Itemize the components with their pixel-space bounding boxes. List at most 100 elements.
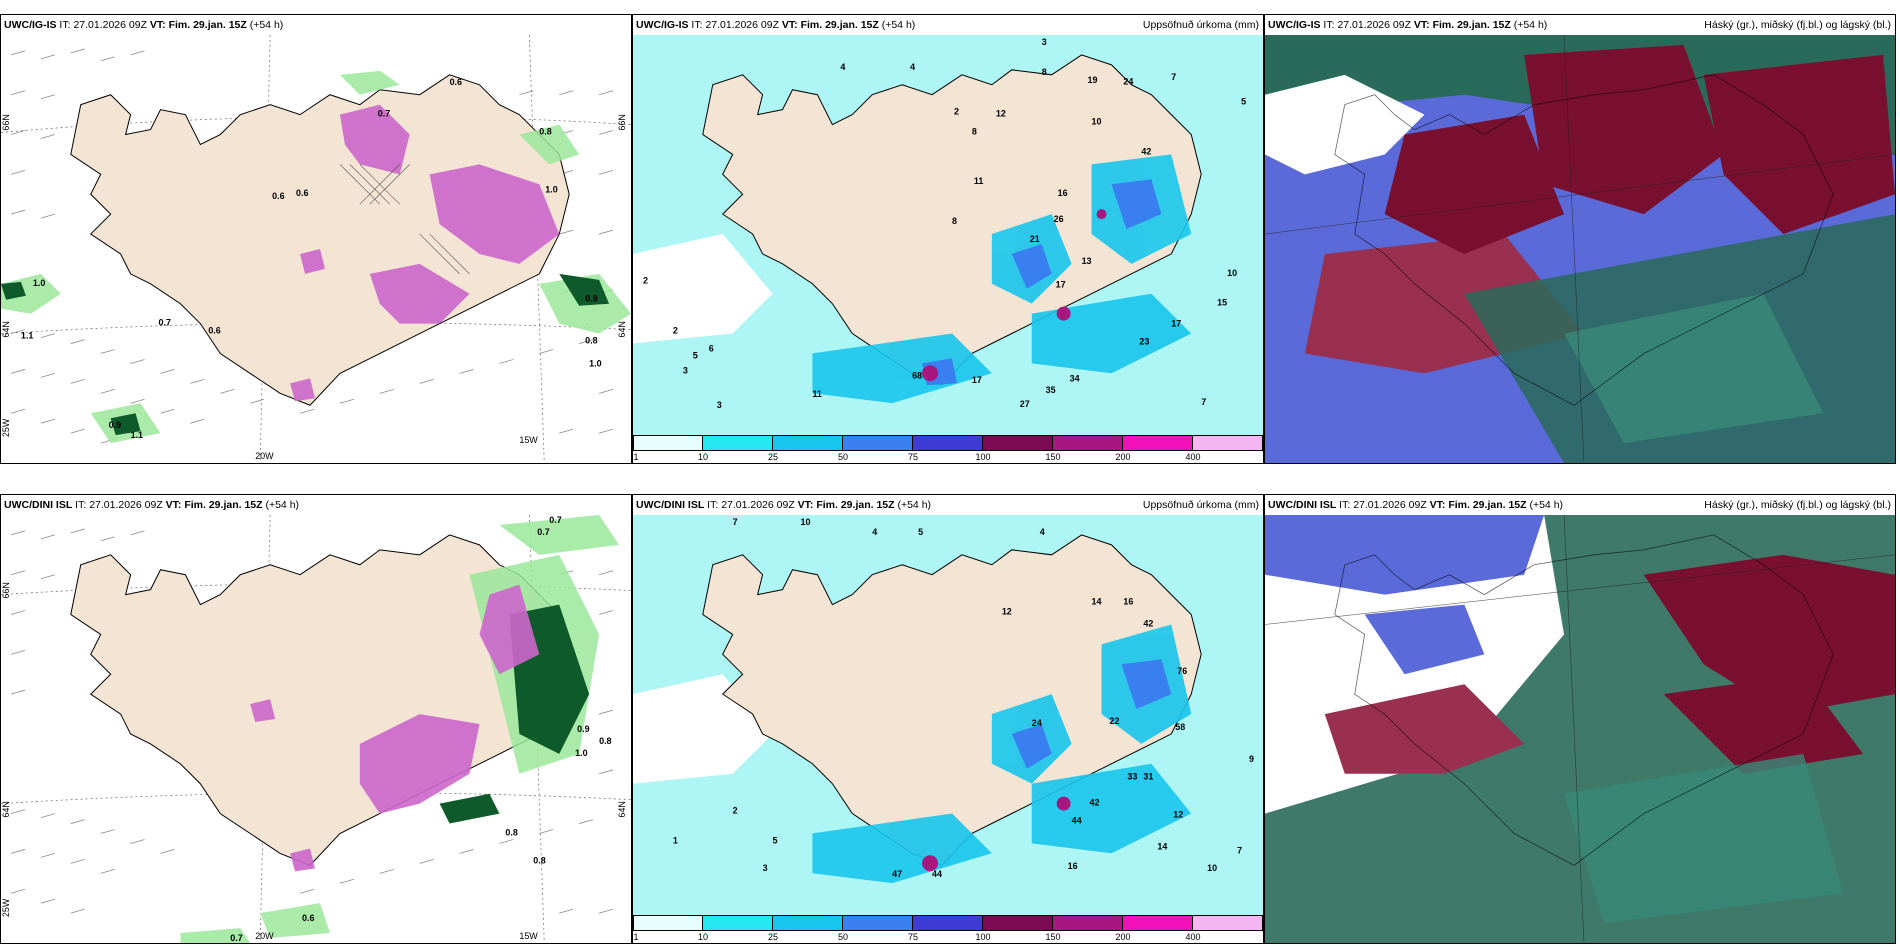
value-label: 7 <box>1237 845 1242 855</box>
value-label: 0.9 <box>577 724 589 734</box>
model-name: UWC/DINI ISL <box>636 499 705 511</box>
colorbar-tick: 200 <box>1115 452 1131 462</box>
it-label: IT: <box>59 19 71 31</box>
value-label: 0.7 <box>378 109 390 119</box>
value-label: 21 <box>1030 234 1040 244</box>
vt-label: VT: <box>1413 19 1430 31</box>
value-label: 5 <box>1241 97 1246 107</box>
colorbar-tick: 25 <box>767 452 779 462</box>
lead-time: (+54 h) <box>881 19 916 31</box>
value-label: 68 <box>912 370 922 380</box>
lat-label-64n: 64N <box>1 321 11 337</box>
map-canvas: 66N 64N 25W 20W 15W 66N 64N 0.6 0.7 0.8 … <box>1 35 631 463</box>
value-label: 4 <box>872 527 877 537</box>
it-value: 27.01.2026 09Z <box>721 499 795 511</box>
value-label: 17 <box>1056 280 1066 290</box>
colorbar-tick: 25 <box>767 932 779 942</box>
lead-time: (+54 h) <box>265 499 300 511</box>
colorbar-tick: 200 <box>1115 932 1131 942</box>
cloud-cover-map-bottom: UWC/DINI ISL IT: 27.01.2026 09Z VT: Fim.… <box>1264 494 1896 944</box>
value-label: 10 <box>1207 863 1217 873</box>
map-canvas <box>1265 35 1895 463</box>
colorbar-tick: 10 <box>697 452 709 462</box>
value-label: 0.6 <box>450 77 462 87</box>
value-label: 23 <box>1139 336 1149 346</box>
value-label: 7 <box>1201 397 1206 407</box>
colorbar-tick: 50 <box>837 932 849 942</box>
value-label: 22 <box>1109 716 1119 726</box>
value-label: 9 <box>1249 754 1254 764</box>
vt-value: Fim. 29.jan. 15Z <box>816 499 895 511</box>
model-name: UWC/IG-IS <box>1268 19 1321 31</box>
it-value: 27.01.2026 09Z <box>89 499 163 511</box>
value-label: 15 <box>1217 298 1227 308</box>
value-label: 24 <box>1123 77 1133 87</box>
value-label: 5 <box>693 350 698 360</box>
colorbar-tick: 100 <box>975 932 991 942</box>
snowfall-wind-map-top: UWC/IG-IS IT: 27.01.2026 09Z VT: Fim. 29… <box>0 14 632 464</box>
value-label: 31 <box>1143 772 1153 782</box>
value-label: 12 <box>996 109 1006 119</box>
colorbar-tick: 400 <box>1185 452 1201 462</box>
value-label: 27 <box>1020 399 1030 409</box>
value-label: 35 <box>1046 385 1056 395</box>
panel-header: UWC/IG-IS IT: 27.01.2026 09Z VT: Fim. 29… <box>1 15 631 35</box>
lon-label-25w: 25W <box>1 418 11 437</box>
value-label: 24 <box>1032 718 1042 728</box>
value-label: 5 <box>773 835 778 845</box>
lon-label-20w: 20W <box>255 931 274 941</box>
value-label: 1.0 <box>589 358 601 368</box>
value-label: 0.6 <box>272 191 284 201</box>
value-label: 17 <box>972 375 982 385</box>
vt-value: Fim. 29.jan. 15Z <box>1432 19 1511 31</box>
value-label: 11 <box>974 176 983 186</box>
colorbar-tick: 50 <box>837 452 849 462</box>
value-label: 1.1 <box>21 331 33 341</box>
vt-label: VT: <box>165 499 182 511</box>
lon-label-20w: 20W <box>255 451 274 461</box>
value-label: 0.8 <box>599 736 611 746</box>
it-value: 27.01.2026 09Z <box>705 19 779 31</box>
lon-label-15w: 15W <box>519 931 538 941</box>
value-label: 2 <box>733 806 738 816</box>
vt-label: VT: <box>1429 499 1446 511</box>
value-label: 1.1 <box>131 430 143 440</box>
value-label: 0.9 <box>585 294 597 304</box>
panel-header: UWC/DINI ISL IT: 27.01.2026 09Z VT: Fim.… <box>1265 495 1895 515</box>
it-label: IT: <box>691 19 703 31</box>
vt-label: VT: <box>781 19 798 31</box>
panel-header: UWC/DINI ISL IT: 27.01.2026 09Z VT: Fim.… <box>633 495 1263 515</box>
lon-label-25w: 25W <box>1 898 11 917</box>
value-label: 12 <box>1002 607 1012 617</box>
value-label: 1.0 <box>33 278 45 288</box>
map-canvas <box>1265 515 1895 943</box>
colorbar-tick: 400 <box>1185 932 1201 942</box>
value-label: 17 <box>1171 319 1181 329</box>
colorbar-tick: 75 <box>907 932 919 942</box>
value-label: 2 <box>643 276 648 286</box>
vt-value: Fim. 29.jan. 15Z <box>1448 499 1527 511</box>
colorbar-tick: 10 <box>697 932 709 942</box>
vt-value: Fim. 29.jan. 15Z <box>168 19 247 31</box>
value-label: 16 <box>1058 188 1068 198</box>
lead-time: (+54 h) <box>249 19 284 31</box>
value-label: 6 <box>709 343 714 353</box>
value-label: 33 <box>1127 772 1137 782</box>
map-canvas: 66N 64N 25W 20W 15W 64N 0.7 0.7 0.9 0.8 … <box>1 515 631 943</box>
value-label: 26 <box>1054 214 1064 224</box>
value-label: 3 <box>717 400 722 410</box>
it-label: IT: <box>1339 499 1351 511</box>
value-label: 2 <box>954 107 959 117</box>
lat-label-66n-right: 66N <box>617 114 627 130</box>
value-label: 3 <box>763 863 768 873</box>
lead-time: (+54 h) <box>1513 19 1548 31</box>
panel-header: UWC/IG-IS IT: 27.01.2026 09Z VT: Fim. 29… <box>633 15 1263 35</box>
value-label: 1.0 <box>545 184 557 194</box>
lon-label-15w: 15W <box>519 435 538 445</box>
colorbar-tick: 1 <box>633 932 639 942</box>
lat-label-64n-right: 64N <box>617 801 627 817</box>
map-canvas: 4 4 3 2 8 12 10 8 19 24 7 5 11 16 26 21 … <box>633 35 1263 435</box>
precip-colorbar: 1 10 25 50 75 100 150 200 400 <box>633 435 1263 463</box>
value-label: 1.0 <box>575 748 587 758</box>
value-label: 0.7 <box>549 515 561 525</box>
